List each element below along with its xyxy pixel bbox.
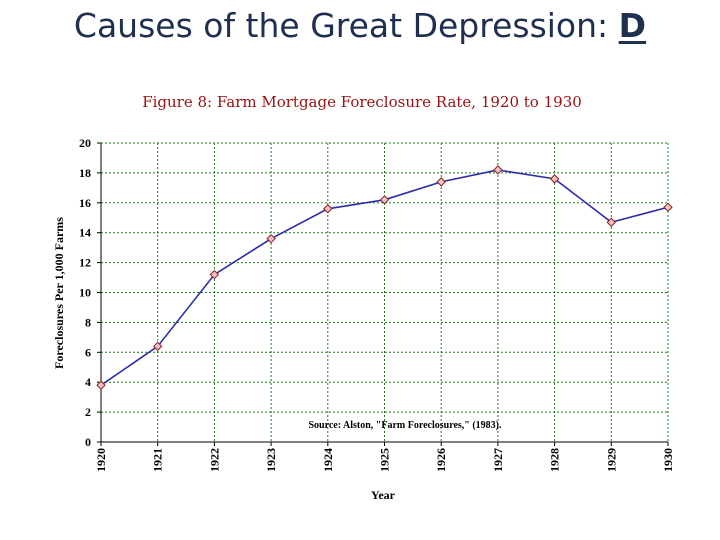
slide-title-letter: D bbox=[618, 6, 647, 45]
slide-title-text: Causes of the Great Depression: bbox=[73, 6, 609, 45]
x-tick-label: 1926 bbox=[434, 448, 448, 472]
data-point bbox=[606, 217, 617, 227]
x-axis-title: Year bbox=[371, 488, 396, 502]
data-point bbox=[152, 341, 163, 352]
x-tick-label: 1920 bbox=[94, 448, 108, 472]
x-tick-label: 1928 bbox=[548, 448, 562, 472]
data-point bbox=[266, 233, 276, 244]
x-tick-label: 1930 bbox=[661, 448, 675, 472]
y-tick-label: 6 bbox=[85, 345, 91, 359]
data-point bbox=[379, 195, 390, 205]
x-tick-label: 1927 bbox=[491, 448, 505, 472]
y-tick-label: 4 bbox=[85, 375, 91, 389]
x-tick-label: 1924 bbox=[321, 448, 335, 472]
y-tick-label: 8 bbox=[85, 315, 91, 329]
y-tick-label: 20 bbox=[79, 136, 91, 150]
y-tick-label: 12 bbox=[79, 256, 91, 270]
x-tick-label: 1921 bbox=[151, 448, 165, 472]
y-tick-label: 18 bbox=[79, 166, 91, 180]
source-annotation: Source: Alston, "Farm Foreclosures," (19… bbox=[308, 420, 502, 431]
y-axis-title: Foreclosures Per 1,000 Farms bbox=[52, 217, 66, 369]
data-point bbox=[209, 269, 220, 280]
x-tick-label: 1923 bbox=[264, 448, 278, 472]
slide-title: Causes of the Great Depression: D bbox=[0, 6, 720, 45]
x-tick-label: 1922 bbox=[207, 448, 221, 472]
data-point bbox=[663, 202, 673, 212]
y-tick-label: 0 bbox=[85, 435, 91, 449]
y-tick-label: 14 bbox=[79, 226, 91, 240]
data-point bbox=[493, 165, 503, 175]
data-point bbox=[549, 174, 560, 184]
y-tick-label: 2 bbox=[85, 405, 91, 419]
x-tick-label: 1929 bbox=[604, 448, 618, 472]
data-point bbox=[436, 177, 446, 187]
chart-title: Figure 8: Farm Mortgage Foreclosure Rate… bbox=[142, 93, 582, 111]
x-tick-label: 1925 bbox=[378, 448, 392, 472]
data-point bbox=[96, 380, 106, 390]
y-tick-label: 10 bbox=[79, 286, 91, 300]
data-point bbox=[323, 204, 333, 214]
y-tick-label: 16 bbox=[79, 196, 91, 210]
